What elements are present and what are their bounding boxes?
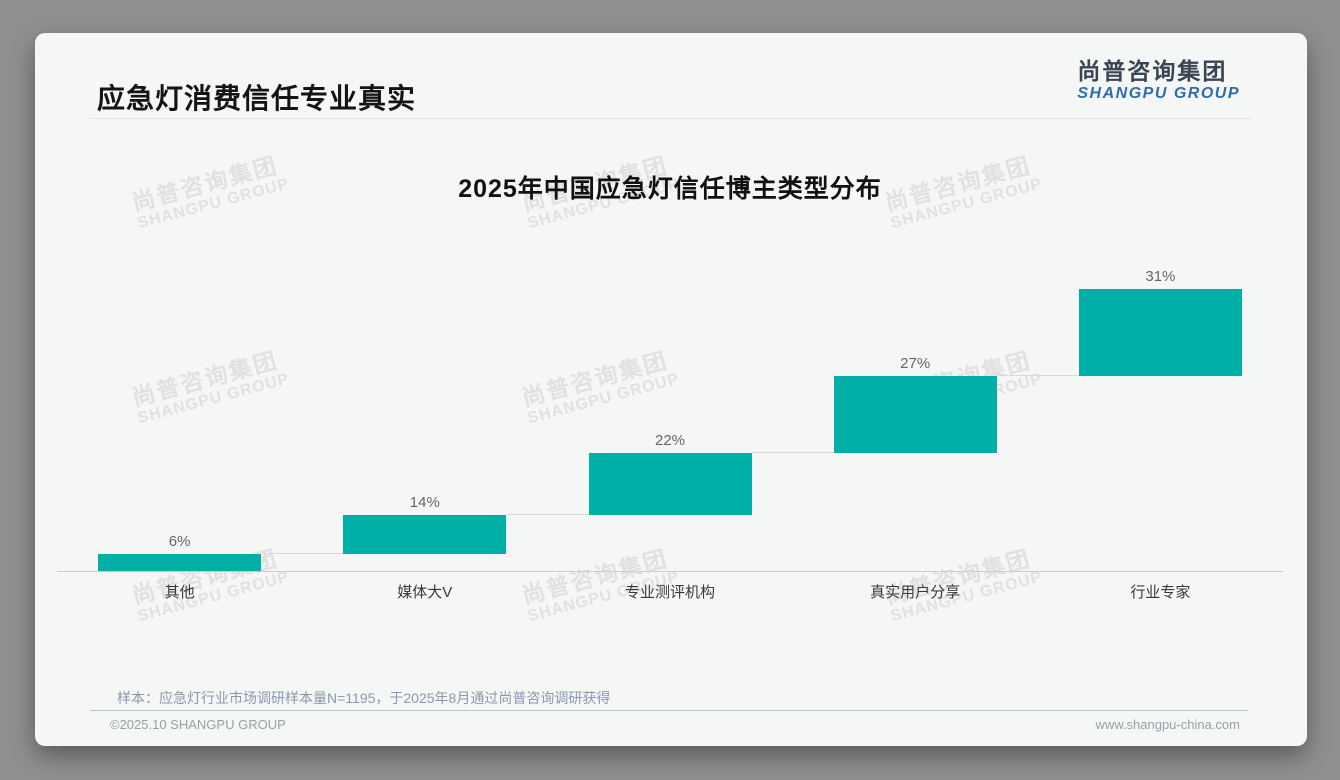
page-title: 应急灯消费信任专业真实 [97,83,417,114]
waterfall-bar [1078,289,1242,377]
bar-value-label: 22% [654,431,686,449]
x-axis-line [57,571,1283,572]
category-label: 专业测评机构 [624,584,715,601]
chart-title: 2025年中国应急灯信任博主类型分布 [458,175,882,203]
waterfall-chart: 6% 其他 14% 媒体大V 22% 专业测评机构 27% 真实用户分享 31% 行业专家 [57,268,1283,601]
bar-value-label: 6% [168,533,191,551]
logo-english-text: SHANGPU GROUP [1077,85,1240,103]
report-card: 应急灯消费信任专业真实 尚普咨询集团 SHANGPU GROUP 尚普咨询集团 S… [35,33,1307,746]
waterfall-bar [588,452,752,515]
category-label: 真实用户分享 [870,584,961,601]
connector-line [751,451,834,453]
connector-line [996,375,1079,377]
connector-line [506,513,589,515]
waterfall-bar [343,514,507,555]
company-logo: 尚普咨询集团 SHANGPU GROUP [1077,58,1240,103]
footer-divider [90,710,1248,711]
header-divider [90,118,1252,119]
bar-value-label: 31% [1145,268,1176,285]
website-url: www.shangpu-china.com [1095,717,1240,732]
copyright-text: ©2025.10 SHANGPU GROUP [110,717,286,732]
connector-line [261,553,344,555]
category-label: 行业专家 [1130,584,1191,601]
logo-chinese-text: 尚普咨询集团 [1077,58,1228,84]
bar-value-label: 27% [900,355,931,373]
sample-note: 样本：应急灯行业市场调研样本量N=1195，于2025年8月通过尚普咨询调研获得 [117,690,611,706]
waterfall-bar [98,554,262,571]
category-label: 其他 [164,584,195,601]
waterfall-bar [833,376,997,453]
bar-value-label: 14% [409,493,440,511]
category-label: 媒体大V [397,584,453,601]
